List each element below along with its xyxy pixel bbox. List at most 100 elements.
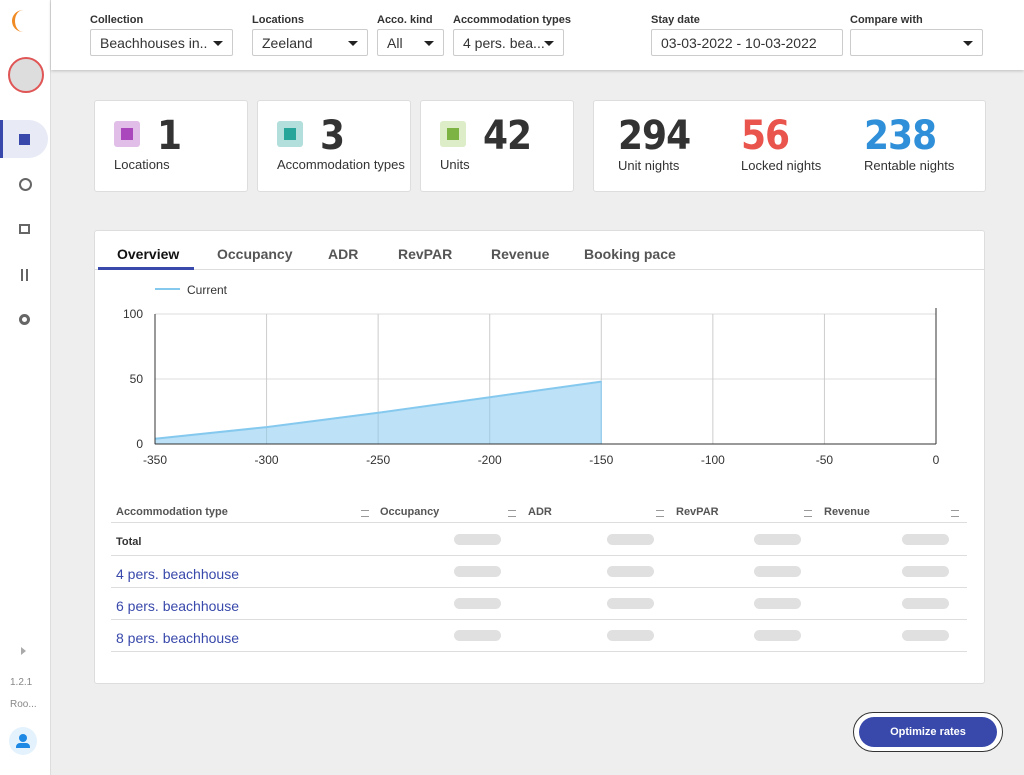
tab[interactable]: Overview (117, 246, 180, 262)
skeleton (607, 630, 654, 641)
table-header: ADR (528, 506, 552, 518)
filter-select[interactable]: Zeeland (252, 29, 368, 56)
x-tick-label: -250 (366, 453, 390, 467)
table-header: RevPAR (676, 506, 719, 518)
filter-label: Accommodation types (453, 14, 571, 26)
stat-icon-glyph (284, 128, 296, 140)
skeleton (607, 598, 654, 609)
skeleton (754, 598, 801, 609)
x-tick-label: -100 (701, 453, 725, 467)
optimize-button[interactable]: Optimize rates (859, 717, 997, 747)
sidebar: 1.2.1 Roo... (0, 0, 51, 775)
tab[interactable]: Occupancy (217, 246, 293, 262)
table-row-link[interactable]: 6 pers. beachhouse (116, 598, 239, 614)
nav-settings[interactable] (19, 314, 30, 325)
nights-label: Rentable nights (864, 158, 955, 173)
skeleton (754, 630, 801, 641)
nights-label: Unit nights (618, 158, 680, 173)
legend-label: Current (187, 283, 228, 297)
stat-icon-glyph (447, 128, 459, 140)
table-rule (111, 651, 967, 652)
nav-transfer[interactable] (21, 269, 28, 281)
table-rule (111, 555, 967, 556)
table-row-link[interactable]: 8 pers. beachhouse (116, 630, 239, 646)
y-tick-label: 50 (130, 372, 144, 386)
stat-value: 3 (320, 113, 345, 159)
filter-label: Stay date (651, 14, 700, 26)
filter-select[interactable]: 4 pers. bea... (453, 29, 564, 56)
tab[interactable]: RevPAR (398, 246, 453, 262)
table-header: Revenue (824, 506, 870, 518)
nights-label: Locked nights (741, 158, 822, 173)
x-tick-label: -200 (478, 453, 502, 467)
filter-label: Compare with (850, 14, 923, 26)
skeleton (454, 534, 501, 545)
sort-icon[interactable] (804, 510, 812, 517)
table-header: Occupancy (380, 506, 440, 518)
sort-icon[interactable] (361, 510, 369, 517)
sort-icon[interactable] (508, 510, 516, 517)
tab[interactable]: Booking pace (584, 246, 676, 262)
table-row-link[interactable]: 4 pers. beachhouse (116, 566, 239, 582)
nights-value: 238 (864, 113, 937, 159)
stat-icon (440, 121, 466, 147)
skeleton (454, 630, 501, 641)
account: Roo... (10, 699, 37, 710)
stat-card: 3 Accommodation types (257, 100, 411, 192)
filter-label: Locations (252, 14, 304, 26)
stat-icon-glyph (121, 128, 133, 140)
skeleton (607, 534, 654, 545)
table-rule (111, 522, 967, 523)
filter-label: Collection (90, 14, 144, 26)
user[interactable] (9, 727, 37, 755)
expand[interactable] (21, 647, 30, 655)
stat-value: 42 (483, 113, 532, 159)
skeleton (454, 566, 501, 577)
skeleton (902, 598, 949, 609)
filter-select[interactable]: Beachhouses in.. (90, 29, 233, 56)
x-tick-label: -350 (143, 453, 167, 467)
sort-icon[interactable] (656, 510, 664, 517)
x-tick-label: -50 (816, 453, 834, 467)
filter-select[interactable]: 03-03-2022 - 10-03-2022 (651, 29, 843, 56)
nav-dashboard[interactable] (0, 120, 48, 158)
stat-label: Units (440, 157, 470, 172)
tab[interactable]: Revenue (491, 246, 550, 262)
skeleton (607, 566, 654, 577)
table-header: Accommodation type (116, 506, 228, 518)
tab[interactable]: ADR (328, 246, 359, 262)
skeleton (754, 566, 801, 577)
skeleton (754, 534, 801, 545)
stat-value: 1 (157, 113, 182, 159)
x-tick-label: -300 (255, 453, 279, 467)
nights-value: 56 (741, 113, 790, 159)
stat-icon (114, 121, 140, 147)
nights-value: 294 (618, 113, 691, 159)
nav-list[interactable] (19, 224, 30, 234)
stat-card: 42 Units (420, 100, 574, 192)
filter-select[interactable]: All (377, 29, 444, 56)
stat-icon (277, 121, 303, 147)
filter-select[interactable] (850, 29, 983, 56)
avatar[interactable] (8, 57, 44, 93)
chart: 0 50 100 -350 -300 -250 -200 -150 -100 -50 0 Curren… (123, 283, 940, 467)
skeleton (902, 630, 949, 641)
stat-label: Accommodation types (277, 157, 405, 172)
skeleton (902, 534, 949, 545)
nav-search[interactable] (19, 178, 32, 191)
x-tick-label: 0 (933, 453, 940, 467)
chart-card: Overview Occupancy ADR RevPAR Revenue Booking… (94, 230, 985, 684)
filter-label: Acco. kind (377, 14, 433, 26)
x-tick-label: -150 (589, 453, 613, 467)
topbar: Collection Beachhouses in.. Locations Zeela… (51, 0, 1024, 70)
table-rule (111, 587, 967, 588)
sort-icon[interactable] (951, 510, 959, 517)
logo (12, 10, 34, 32)
y-tick-label: 0 (136, 437, 143, 451)
stat-card: 1 Locations (94, 100, 248, 192)
button-frame: Optimize rates (853, 712, 1003, 752)
stat-label: Locations (114, 157, 170, 172)
version: 1.2.1 (10, 677, 33, 688)
line (154, 380, 602, 440)
